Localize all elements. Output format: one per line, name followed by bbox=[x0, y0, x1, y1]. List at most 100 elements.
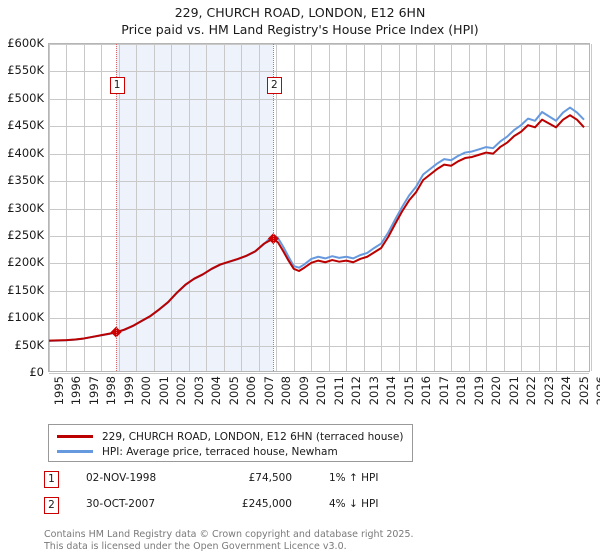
gridline-vertical bbox=[556, 44, 558, 371]
gridline-vertical bbox=[381, 44, 383, 371]
gridline-vertical bbox=[276, 44, 278, 371]
y-axis-tick-label: £550K bbox=[7, 63, 44, 78]
x-axis-tick-label: 2025 bbox=[576, 376, 591, 406]
gridline-vertical bbox=[591, 44, 592, 371]
x-axis-tick-label: 2008 bbox=[279, 376, 294, 406]
gridline-horizontal bbox=[49, 263, 589, 265]
gridline-horizontal bbox=[49, 208, 589, 210]
event-number-box-2[interactable]: 2 bbox=[266, 77, 282, 94]
y-axis-tick-label: £250K bbox=[7, 227, 44, 242]
gridline-vertical bbox=[451, 44, 453, 371]
gridline-horizontal bbox=[49, 181, 589, 183]
gridline-vertical bbox=[486, 44, 488, 371]
gridline-vertical bbox=[293, 44, 295, 371]
x-axis-tick-label: 2011 bbox=[331, 376, 346, 406]
event-line-2 bbox=[273, 44, 275, 371]
page-title: 229, CHURCH ROAD, LONDON, E12 6HN bbox=[174, 5, 426, 20]
x-axis-tick-label: 2016 bbox=[419, 376, 434, 406]
title-block: 229, CHURCH ROAD, LONDON, E12 6HN Price … bbox=[0, 4, 600, 38]
gridline-horizontal bbox=[49, 126, 589, 128]
x-axis-tick-label: 1998 bbox=[104, 376, 119, 406]
gridline-horizontal bbox=[49, 98, 589, 100]
gridline-vertical bbox=[206, 44, 208, 371]
transactions-table: 1 02-NOV-1998 £74,500 1% ↑ HPI 2 30-OCT-… bbox=[44, 470, 444, 522]
series-line-hpi bbox=[48, 106, 585, 342]
x-axis-tick-label: 2004 bbox=[209, 376, 224, 406]
x-axis-tick-label: 2017 bbox=[436, 376, 451, 406]
footer-line-2: This data is licensed under the Open Gov… bbox=[44, 540, 347, 552]
gridline-vertical bbox=[153, 44, 155, 371]
transaction-price-1: £74,500 bbox=[248, 472, 292, 484]
legend-swatch-hpi bbox=[57, 450, 93, 453]
gridline-vertical bbox=[468, 44, 470, 371]
gridline-horizontal bbox=[49, 318, 589, 320]
x-axis-tick-label: 2013 bbox=[366, 376, 381, 406]
gridline-vertical bbox=[538, 44, 540, 371]
gridline-vertical bbox=[346, 44, 348, 371]
transaction-hpi-delta-2: 4% ↓ HPI bbox=[329, 498, 379, 510]
gridline-horizontal bbox=[49, 44, 589, 45]
gridline-vertical bbox=[241, 44, 243, 371]
table-row: 2 30-OCT-2007 £245,000 4% ↓ HPI bbox=[44, 496, 444, 522]
gridline-vertical bbox=[136, 44, 138, 371]
gridline-horizontal bbox=[49, 290, 589, 292]
gridline-vertical bbox=[363, 44, 365, 371]
x-axis-tick-label: 1999 bbox=[121, 376, 136, 406]
x-axis-tick-label: 2010 bbox=[314, 376, 329, 406]
event-number-box-1[interactable]: 1 bbox=[109, 77, 125, 94]
gridline-vertical bbox=[118, 44, 120, 371]
legend-item-price-paid: 229, CHURCH ROAD, LONDON, E12 6HN (terra… bbox=[57, 430, 404, 443]
footer-line-1: Contains HM Land Registry data © Crown c… bbox=[44, 529, 414, 540]
gridline-horizontal bbox=[49, 235, 589, 237]
event-line-1 bbox=[116, 44, 118, 371]
x-axis-tick-label: 2026 bbox=[594, 376, 600, 406]
transaction-price-2: £245,000 bbox=[241, 498, 292, 510]
gridline-horizontal bbox=[49, 373, 589, 374]
x-axis-tick-label: 2003 bbox=[191, 376, 206, 406]
table-row: 1 02-NOV-1998 £74,500 1% ↑ HPI bbox=[44, 470, 444, 496]
x-axis-tick-label: 2005 bbox=[226, 376, 241, 406]
legend-swatch-price-paid bbox=[57, 435, 93, 438]
x-axis-labels: 1995 1996 1997 1998 1999 2000 2001 2002 2003 2004… bbox=[48, 376, 600, 412]
gridline-horizontal bbox=[49, 153, 589, 155]
gridline-vertical bbox=[573, 44, 575, 371]
page-subtitle: Price paid vs. HM Land Registry's House … bbox=[121, 22, 479, 37]
transaction-date-2: 30-OCT-2007 bbox=[86, 498, 155, 510]
y-axis-tick-label: £300K bbox=[7, 200, 44, 215]
y-axis-tick-label: £500K bbox=[7, 90, 44, 105]
gridline-vertical bbox=[66, 44, 68, 371]
x-axis-tick-label: 2022 bbox=[524, 376, 539, 406]
gridline-vertical bbox=[101, 44, 103, 371]
y-axis-tick-label: £50K bbox=[14, 337, 45, 352]
gridline-vertical bbox=[433, 44, 435, 371]
x-axis-tick-label: 2006 bbox=[244, 376, 259, 406]
x-axis-tick-label: 2015 bbox=[401, 376, 416, 406]
gridline-vertical bbox=[521, 44, 523, 371]
x-axis-tick-label: 2002 bbox=[174, 376, 189, 406]
series-line-price-paid bbox=[48, 114, 585, 342]
series-layer bbox=[48, 106, 585, 342]
gridline-vertical bbox=[503, 44, 505, 371]
y-axis-tick-label: £200K bbox=[7, 255, 44, 270]
gridline-vertical bbox=[83, 44, 85, 371]
x-axis-tick-label: 2023 bbox=[541, 376, 556, 406]
x-axis-tick-label: 2014 bbox=[384, 376, 399, 406]
ownership-period-shading bbox=[116, 44, 274, 371]
gridline-horizontal bbox=[49, 71, 589, 73]
transaction-date-1: 02-NOV-1998 bbox=[86, 472, 157, 484]
x-axis-tick-label: 2012 bbox=[349, 376, 364, 406]
y-axis-tick-label: £150K bbox=[7, 282, 44, 297]
y-axis-tick-label: £350K bbox=[7, 173, 44, 188]
x-axis-tick-label: 2019 bbox=[471, 376, 486, 406]
gridline-vertical bbox=[223, 44, 225, 371]
x-axis-tick-label: 2021 bbox=[506, 376, 521, 406]
transaction-marker-1: 1 bbox=[44, 471, 59, 488]
chart-legend: 229, CHURCH ROAD, LONDON, E12 6HN (terra… bbox=[48, 424, 413, 462]
x-axis-tick-label: 2001 bbox=[156, 376, 171, 406]
gridline-vertical bbox=[49, 44, 50, 371]
x-axis-tick-label: 1997 bbox=[86, 376, 101, 406]
gridline-horizontal bbox=[49, 345, 589, 347]
